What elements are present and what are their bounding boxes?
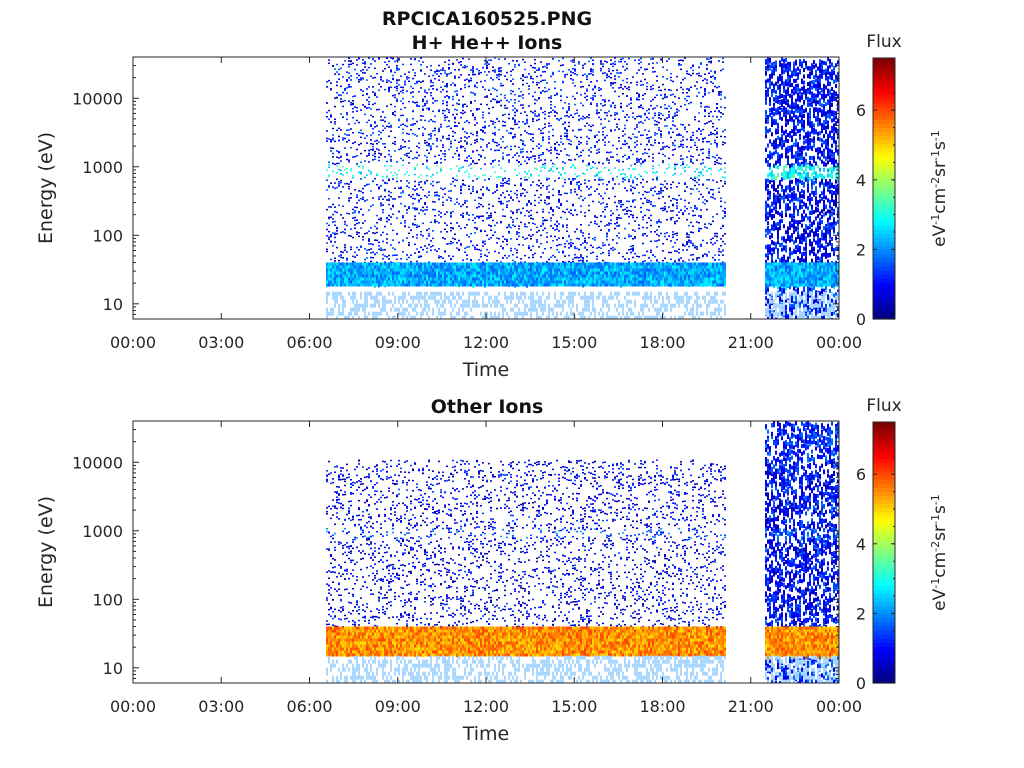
- y-axis-label: Energy (eV): [35, 496, 57, 608]
- colorbar-tick-label: 4: [856, 535, 866, 554]
- x-tick-label: 21:00: [728, 333, 774, 352]
- y-tick-label: 1000: [82, 158, 123, 177]
- y-tick-label: 10000: [72, 453, 123, 472]
- y-tick-label: 1000: [82, 522, 123, 541]
- panel2-title: Other Ions: [431, 396, 544, 418]
- colorbar: Flux 0 2 4 6 eV-1cm-2sr-1s-1: [856, 32, 950, 329]
- y-axis-label: Energy (eV): [35, 132, 57, 244]
- y-tick-label: 10: [103, 295, 123, 314]
- x-tick-label: 21:00: [728, 697, 774, 716]
- colorbar: Flux 0 2 4 6 eV-1cm-2sr-1s-1: [856, 396, 950, 693]
- x-tick-label: 09:00: [375, 333, 421, 352]
- panel-hplus-heplusplus: 00:00 03:00 06:00 09:00 12:00 15:00 18:00 21:00…: [35, 32, 950, 381]
- y-tick-label: 100: [92, 590, 123, 609]
- spectrogram-image: [326, 421, 839, 683]
- x-tick-label: 00:00: [110, 697, 156, 716]
- y-tick-label: 10: [103, 659, 123, 678]
- y-tick-label: 10000: [72, 89, 123, 108]
- spectrogram-image: [326, 57, 839, 319]
- x-tick-label: 03:00: [198, 333, 244, 352]
- x-tick-label: 18:00: [639, 697, 685, 716]
- colorbar-title: Flux: [866, 32, 901, 52]
- x-tick-label: 18:00: [639, 333, 685, 352]
- colorbar-unit-label: eV-1cm-2sr-1s-1: [929, 494, 951, 611]
- colorbar-tick-label: 2: [856, 604, 866, 623]
- y-tick-label: 100: [92, 226, 123, 245]
- colorbar-tick-label: 6: [856, 101, 866, 120]
- colorbar-title: Flux: [866, 396, 901, 416]
- x-tick-label: 00:00: [816, 333, 862, 352]
- x-axis-label: Time: [462, 723, 510, 745]
- figure-title: RPCICA160525.PNG: [382, 8, 592, 30]
- x-tick-label: 03:00: [198, 697, 244, 716]
- x-tick-label: 12:00: [463, 333, 509, 352]
- x-tick-label: 15:00: [551, 697, 597, 716]
- colorbar-tick-label: 4: [856, 171, 866, 190]
- panel-other-ions: 00:00 03:00 06:00 09:00 12:00 15:00 18:00 21:00…: [35, 396, 950, 745]
- x-tick-label: 09:00: [375, 697, 421, 716]
- colorbar-unit-label: eV-1cm-2sr-1s-1: [929, 130, 951, 247]
- colorbar-tick-label: 0: [856, 310, 866, 329]
- x-axis-label: Time: [462, 359, 510, 381]
- x-tick-label: 00:00: [816, 697, 862, 716]
- colorbar-tick-label: 6: [856, 465, 866, 484]
- colorbar-tick-label: 0: [856, 674, 866, 693]
- x-tick-label: 00:00: [110, 333, 156, 352]
- x-tick-label: 06:00: [286, 697, 332, 716]
- x-tick-label: 12:00: [463, 697, 509, 716]
- panel1-title: H+ He++ Ions: [412, 32, 563, 54]
- colorbar-tick-label: 2: [856, 240, 866, 259]
- x-tick-label: 15:00: [551, 333, 597, 352]
- x-tick-label: 06:00: [286, 333, 332, 352]
